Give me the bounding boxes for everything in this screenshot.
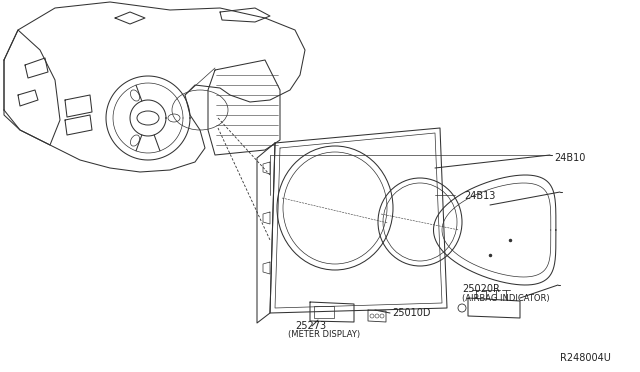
Text: 25010D: 25010D [392, 308, 431, 318]
Text: 24B13: 24B13 [464, 191, 495, 201]
Text: 24B10: 24B10 [554, 153, 586, 163]
Text: 25273: 25273 [295, 321, 326, 331]
Text: R248004U: R248004U [560, 353, 611, 363]
Text: (METER DISPLAY): (METER DISPLAY) [288, 330, 360, 340]
Text: (AIRBAG INDICATOR): (AIRBAG INDICATOR) [462, 295, 550, 304]
Text: 25020R: 25020R [462, 284, 500, 294]
